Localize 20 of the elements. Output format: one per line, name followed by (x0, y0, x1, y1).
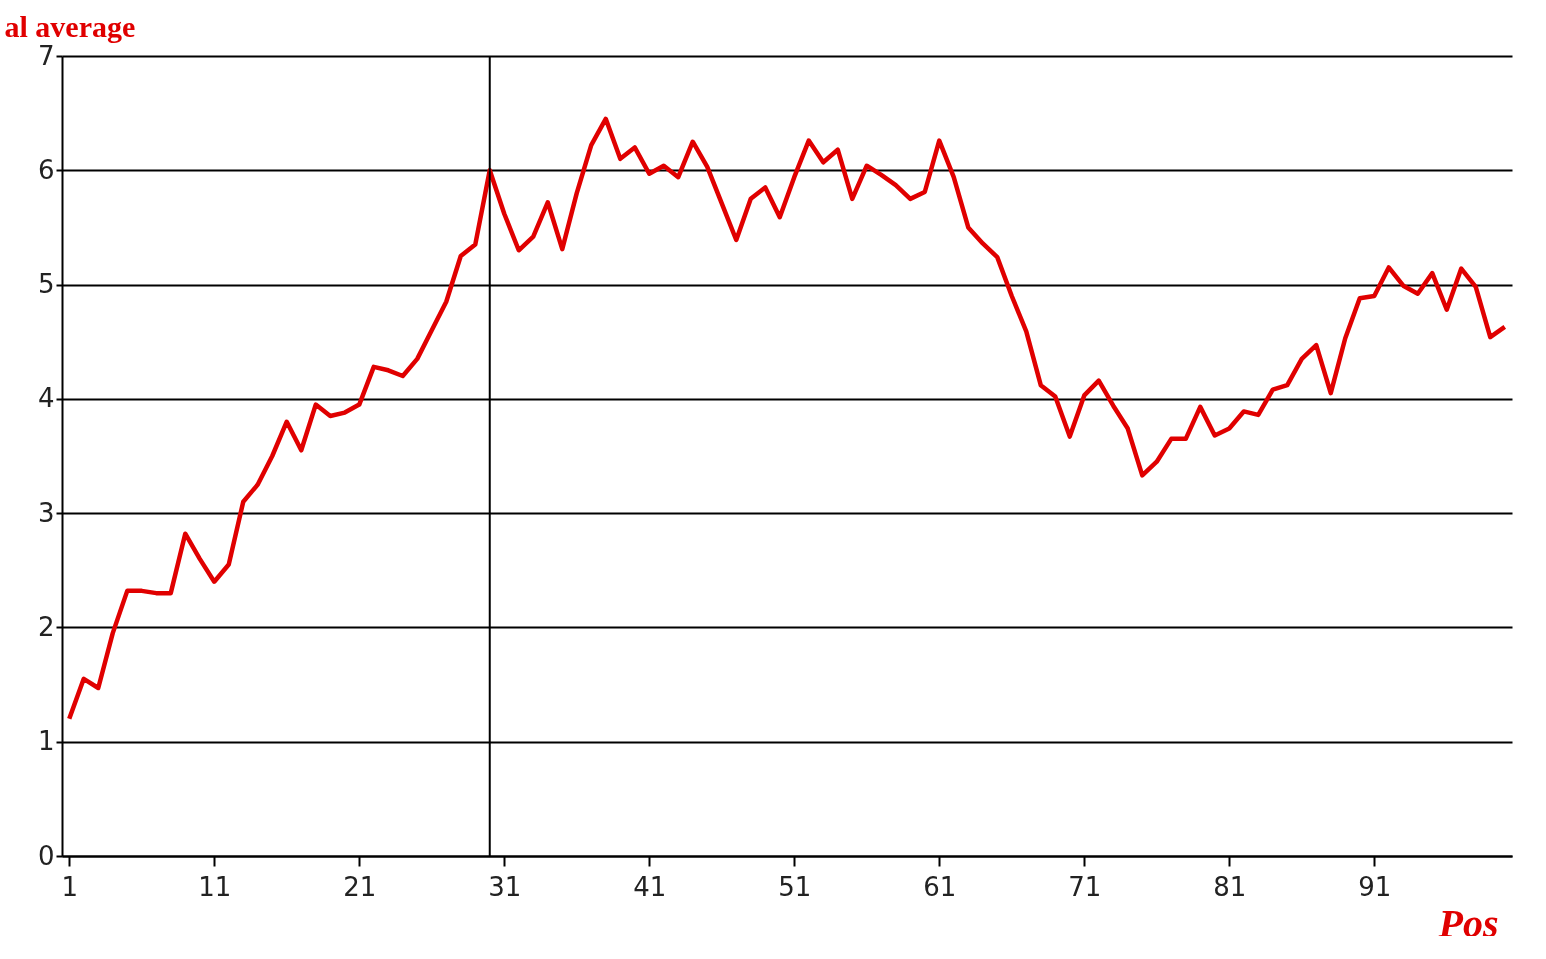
x-tick-label: 61 (923, 871, 957, 902)
y-tick-label: 4 (37, 383, 55, 414)
x-tick-label: 41 (633, 871, 667, 902)
x-tick-label: 11 (198, 871, 232, 902)
y-tick-label: 5 (37, 269, 55, 300)
x-tick-label: 21 (343, 871, 377, 902)
x-tick-label: 51 (778, 871, 812, 902)
x-tick-label: 31 (488, 871, 522, 902)
x-tick-label: 1 (61, 871, 79, 902)
y-tick-label: 0 (37, 840, 55, 871)
y-tick-label: 7 (37, 40, 55, 71)
y-tick-label: 1 (37, 726, 55, 757)
line-series (67, 116, 1507, 722)
x-tick-label: 91 (1358, 871, 1392, 902)
x-tick-label: 71 (1068, 871, 1102, 902)
y-tick-label: 6 (37, 154, 55, 185)
x-tick-label: 81 (1213, 871, 1247, 902)
y-tick-label: 2 (37, 611, 55, 642)
y-axis-title: al average (4, 9, 136, 43)
y-tick-label: 3 (37, 497, 55, 528)
